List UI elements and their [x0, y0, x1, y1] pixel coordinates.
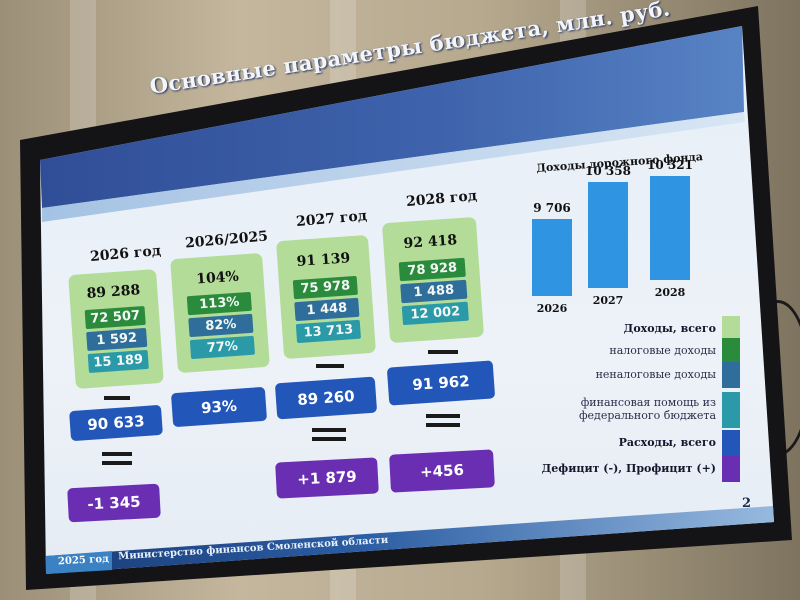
income-stack-ratio: 104% 113% 82% 77%	[170, 252, 270, 374]
legend-label-2: неналоговые доходы	[595, 368, 716, 381]
nontax-income-2026: 1 592	[86, 327, 148, 352]
minus-sign-2027	[316, 364, 344, 368]
federal-aid-2028: 12 002	[401, 301, 469, 326]
road-fund-bar-2028	[650, 176, 690, 280]
legend-swatch-4	[722, 430, 740, 458]
legend-swatch-3	[722, 392, 740, 428]
tax-income-2026: 72 507	[84, 305, 146, 330]
balance-2027: +1 879	[275, 457, 379, 499]
road-fund-bar-2026	[532, 219, 572, 296]
road-fund-label-2027: 2027	[592, 294, 624, 307]
expenses-ratio: 93%	[170, 386, 268, 428]
legend-swatch-1	[722, 338, 740, 362]
federal-aid-2027: 13 713	[295, 319, 361, 344]
balance-2028: +456	[389, 449, 495, 493]
legend-label-0: Доходы, всего	[623, 322, 716, 335]
nontax-income-2028: 1 488	[400, 279, 468, 304]
expenses-2028: 91 962	[386, 360, 496, 406]
expenses-2026: 90 633	[69, 404, 163, 442]
income-stack-2026: 89 288 72 507 1 592 15 189	[68, 269, 164, 389]
equals-sign-2027	[312, 428, 346, 446]
legend-label-1: налоговые доходы	[609, 344, 716, 357]
legend-label-3: финансовая помощь из федерального бюджета	[578, 396, 716, 422]
tax-income-2027: 75 978	[292, 275, 358, 300]
expenses-2027: 89 260	[274, 376, 378, 420]
equals-sign-2028	[426, 414, 460, 432]
balance-2026: -1 345	[67, 483, 161, 523]
income-stack-2027: 91 139 75 978 1 448 13 713	[275, 234, 377, 360]
income-total-2028: 92 418	[403, 232, 458, 252]
road-fund-bar-2027	[588, 182, 628, 288]
road-fund-value-2027: 10 358	[585, 164, 631, 178]
federal-aid-ratio: 77%	[189, 335, 255, 360]
legend-swatch-2	[722, 362, 740, 388]
minus-sign-2026	[104, 396, 130, 400]
legend-label-5: Дефицит (-), Профицит (+)	[541, 462, 716, 475]
minus-sign-2028	[428, 350, 458, 354]
road-fund-label-2026: 2026	[536, 302, 568, 315]
legend-swatch-0	[722, 316, 740, 338]
page-number: 2	[742, 496, 752, 511]
road-fund-value-2028: 10 321	[647, 158, 693, 172]
nontax-income-ratio: 82%	[188, 313, 254, 338]
tax-income-ratio: 113%	[186, 291, 252, 316]
legend-swatch-5	[722, 456, 740, 482]
nontax-income-2027: 1 448	[294, 297, 360, 322]
income-total-ratio: 104%	[195, 268, 240, 288]
equals-sign-2026	[102, 452, 132, 470]
legend-label-4: Расходы, всего	[618, 436, 716, 449]
income-total-2026: 89 288	[86, 282, 141, 302]
road-fund-label-2028: 2028	[654, 286, 686, 299]
income-total-2027: 91 139	[296, 250, 351, 270]
federal-aid-2026: 15 189	[87, 349, 149, 373]
road-fund-value-2026: 9 706	[533, 201, 571, 215]
income-stack-2028: 92 418 78 928 1 488 12 002	[381, 216, 485, 344]
tax-income-2028: 78 928	[398, 257, 466, 282]
